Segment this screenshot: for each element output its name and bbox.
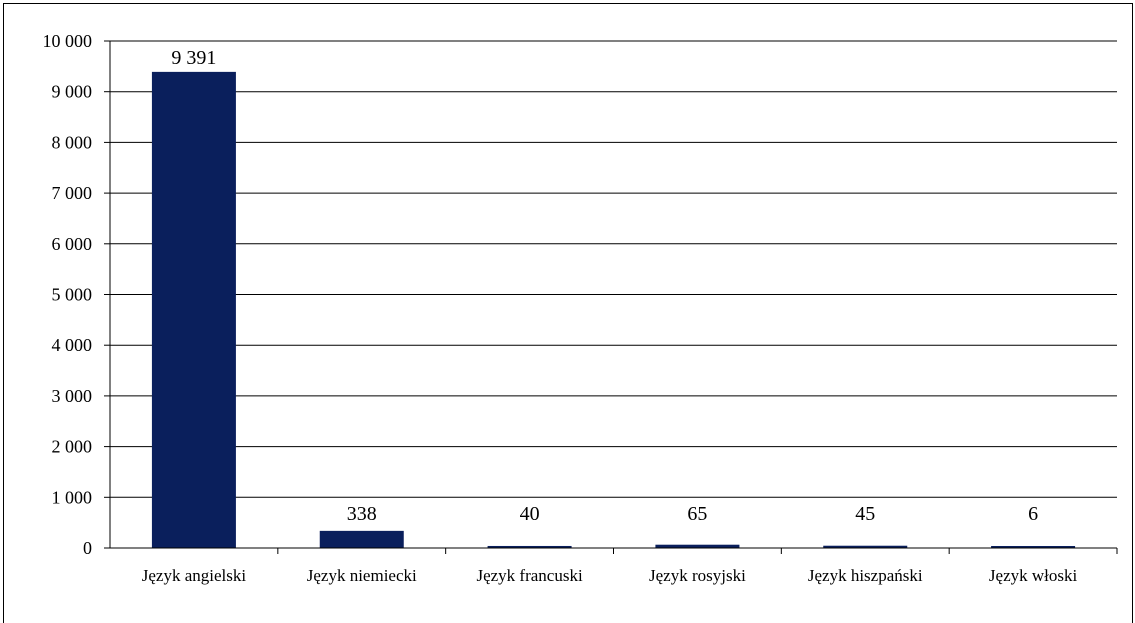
x-category-labels: Język angielski Język niemiecki Język fran… [142, 566, 1078, 585]
chart-frame [3, 3, 1133, 623]
y-tick-label: 4 000 [52, 335, 93, 355]
y-tick-label: 10 000 [43, 31, 93, 51]
y-tick-label: 0 [83, 538, 92, 558]
data-label: 338 [347, 503, 377, 525]
bar [655, 544, 740, 548]
data-label: 6 [1028, 503, 1038, 525]
bar [823, 545, 908, 548]
y-tick-label: 1 000 [52, 487, 93, 507]
x-category-label: Język hiszpański [808, 566, 923, 585]
y-tick-label: 6 000 [52, 234, 93, 254]
x-category-label: Język francuski [476, 566, 582, 585]
y-tick-label: 3 000 [52, 386, 93, 406]
axes [109, 41, 1117, 549]
data-label: 9 391 [171, 47, 216, 69]
y-tick-label: 2 000 [52, 437, 93, 457]
data-label: 45 [855, 503, 875, 525]
data-labels: 9 391 338 40 65 45 6 [171, 47, 1038, 525]
x-category-label: Język włoski [989, 566, 1078, 585]
bar-chart: 0 1 000 2 000 3 000 4 000 5 000 6 000 7 000 8 00… [43, 31, 1118, 585]
y-tick-label: 8 000 [52, 132, 93, 152]
bar [487, 545, 572, 548]
y-tick-label: 5 000 [52, 285, 93, 305]
bar [319, 530, 404, 548]
y-tick-label: 7 000 [52, 183, 93, 203]
y-tick-labels: 0 1 000 2 000 3 000 4 000 5 000 6 000 7 000 8 00… [43, 31, 93, 558]
gridlines [104, 40, 1117, 549]
y-tick-label: 9 000 [52, 82, 93, 102]
x-category-label: Język rosyjski [649, 566, 746, 585]
x-category-label: Język angielski [142, 566, 247, 585]
bars [151, 71, 1118, 554]
bar [991, 546, 1076, 548]
data-label: 65 [687, 503, 707, 525]
data-label: 40 [520, 503, 540, 525]
bar [151, 71, 236, 549]
x-category-label: Język niemiecki [307, 566, 417, 585]
